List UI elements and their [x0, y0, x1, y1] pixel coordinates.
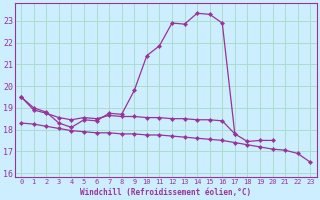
X-axis label: Windchill (Refroidissement éolien,°C): Windchill (Refroidissement éolien,°C): [80, 188, 251, 197]
